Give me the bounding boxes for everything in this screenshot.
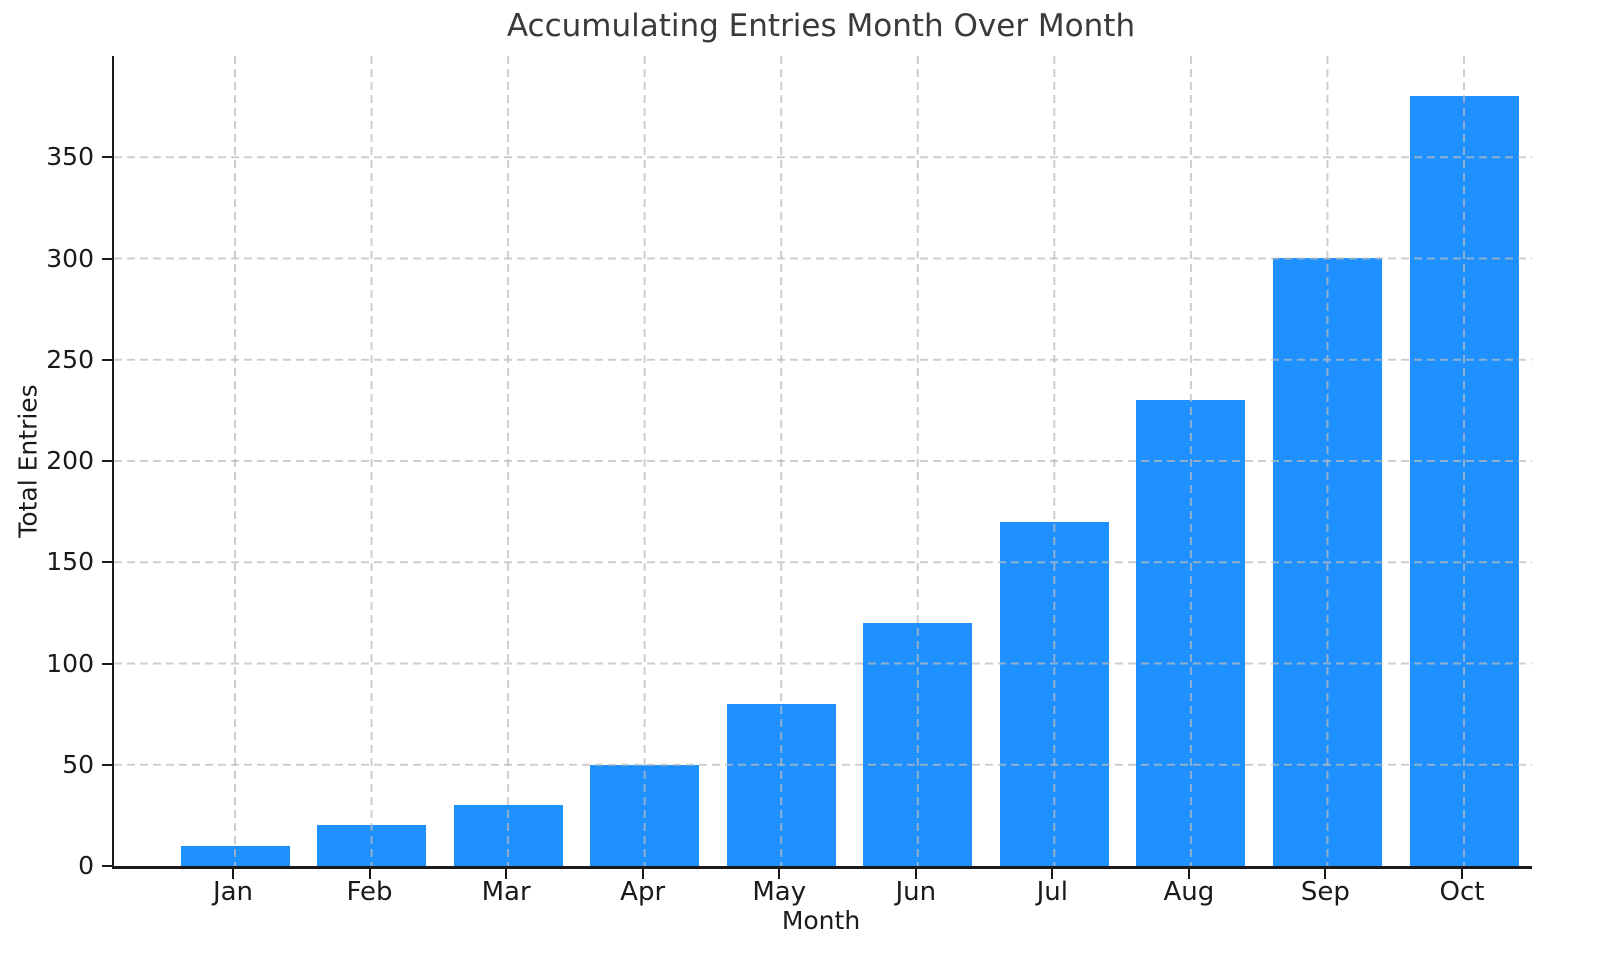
ytick-label-50: 50 [62, 749, 94, 779]
bar-apr [590, 765, 700, 866]
ytick-mark-50 [102, 763, 112, 766]
bar-mar [453, 805, 563, 866]
plot-area [112, 56, 1532, 869]
ytick-mark-250 [102, 358, 112, 361]
xtick-mark-may [778, 869, 781, 879]
ytick-mark-0 [102, 865, 112, 867]
bar-jan [180, 846, 290, 866]
xtick-mark-jul [1051, 869, 1054, 879]
ytick-label-350: 350 [46, 142, 94, 172]
xtick-label-jan: Jan [212, 877, 254, 907]
xtick-mark-sep [1324, 869, 1327, 879]
ytick-label-200: 200 [46, 446, 94, 475]
bar-aug [1136, 400, 1246, 866]
xtick-label-jul: Jul [1036, 877, 1069, 907]
ytick-label-250: 250 [46, 344, 94, 374]
ytick-label-100: 100 [46, 648, 94, 678]
xtick-label-mar: Mar [481, 877, 531, 907]
bars-layer [114, 56, 1532, 866]
xtick-label-aug: Aug [1163, 877, 1215, 907]
bar-jul [999, 522, 1109, 866]
bar-jun [863, 623, 973, 866]
bar-sep [1272, 258, 1382, 866]
xtick-label-oct: Oct [1439, 877, 1485, 907]
xtick-mark-mar [505, 869, 508, 879]
xtick-mark-jun [914, 869, 917, 879]
ytick-mark-200 [102, 460, 112, 462]
xtick-label-jun: Jun [895, 877, 937, 907]
ytick-label-0: 0 [78, 851, 94, 880]
ytick-label-150: 150 [46, 547, 94, 577]
xtick-mark-jan [232, 869, 234, 879]
xtick-mark-apr [641, 869, 644, 879]
xtick-mark-oct [1461, 869, 1463, 879]
xtick-mark-feb [368, 869, 371, 879]
ytick-mark-100 [102, 662, 112, 665]
bar-may [726, 704, 836, 866]
ytick-label-300: 300 [46, 243, 94, 273]
xtick-label-may: May [752, 877, 807, 907]
bar-feb [317, 825, 427, 866]
xtick-mark-aug [1187, 869, 1190, 879]
ytick-mark-150 [102, 561, 112, 564]
xtick-label-apr: Apr [620, 877, 666, 907]
chart-title: Accumulating Entries Month Over Month [506, 8, 1136, 44]
y-axis-label: Total Entries [13, 384, 43, 538]
xtick-label-feb: Feb [346, 877, 393, 907]
ytick-mark-350 [102, 156, 112, 159]
ytick-mark-300 [102, 257, 112, 260]
xtick-label-sep: Sep [1300, 877, 1350, 907]
bar-oct [1409, 96, 1519, 866]
x-axis-label: Month [781, 906, 861, 935]
